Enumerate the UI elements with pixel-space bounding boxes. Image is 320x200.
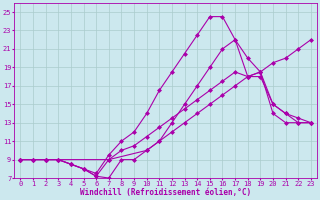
X-axis label: Windchill (Refroidissement éolien,°C): Windchill (Refroidissement éolien,°C) (80, 188, 251, 197)
